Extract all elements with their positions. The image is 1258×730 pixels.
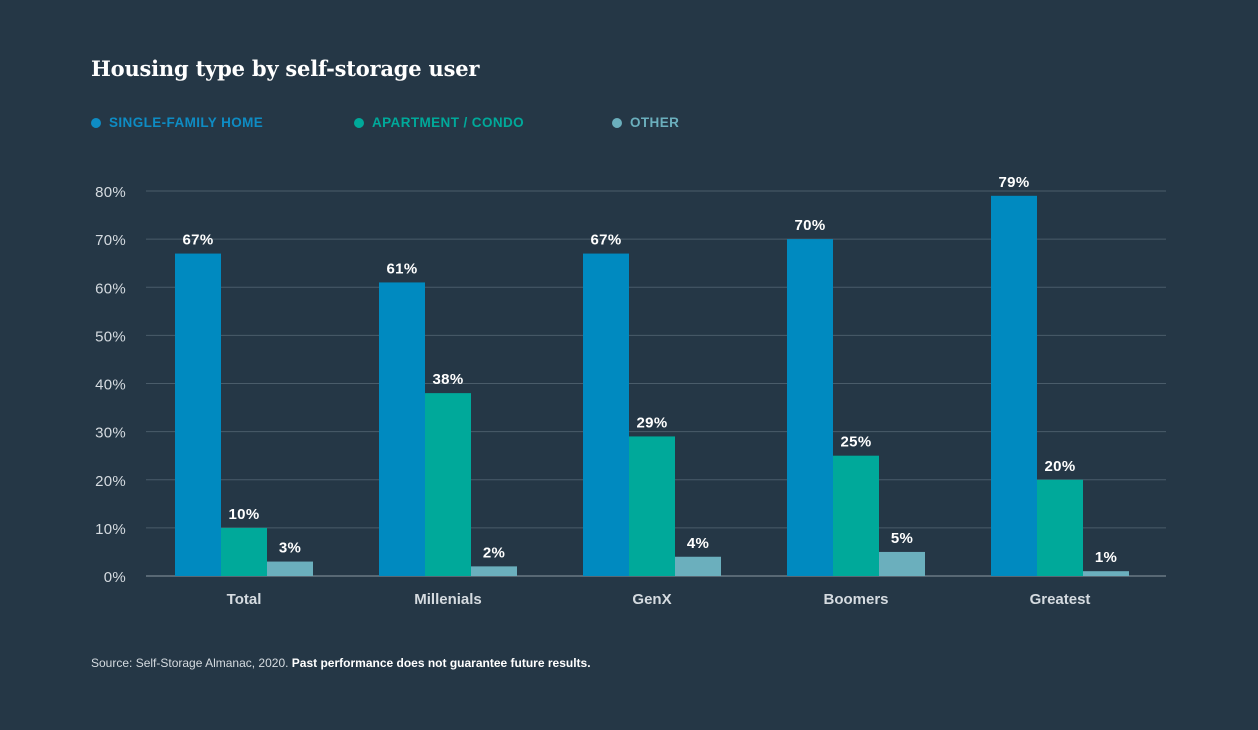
- y-tick-label: 60%: [95, 280, 126, 297]
- data-label: 20%: [1045, 458, 1076, 475]
- bar: [833, 455, 879, 576]
- x-tick-label: Total: [227, 591, 262, 608]
- bar: [221, 527, 267, 576]
- data-label: 67%: [591, 232, 622, 249]
- data-label: 79%: [999, 174, 1030, 191]
- data-label: 38%: [433, 371, 464, 388]
- bar: [583, 253, 629, 576]
- x-tick-label: Greatest: [1030, 591, 1091, 608]
- legend-swatch-other: [612, 117, 622, 128]
- legend-item-other: OTHER: [612, 115, 679, 130]
- data-label: 10%: [229, 506, 260, 523]
- y-tick-label: 70%: [95, 232, 126, 249]
- legend-label-single-family: SINGLE-FAMILY HOME: [109, 115, 264, 130]
- legend-swatch-apartment: [354, 117, 364, 128]
- y-tick-label: 10%: [95, 521, 126, 538]
- data-label: 70%: [795, 217, 826, 234]
- y-tick-label: 0%: [104, 569, 126, 586]
- source-disclaimer: Past performance does not guarantee futu…: [291, 656, 591, 670]
- data-label: 2%: [483, 544, 505, 561]
- data-label: 61%: [387, 260, 418, 277]
- bar: [1037, 479, 1083, 576]
- y-tick-label: 30%: [95, 425, 126, 442]
- bar: [1083, 571, 1129, 576]
- bar: [175, 253, 221, 576]
- x-tick-label: GenX: [632, 591, 671, 608]
- bar: [879, 551, 925, 576]
- legend-item-single-family: SINGLE-FAMILY HOME: [91, 115, 263, 130]
- legend-label-apartment: APARTMENT / CONDO: [372, 115, 525, 130]
- data-label: 5%: [891, 530, 913, 547]
- bar: [675, 556, 721, 576]
- x-tick-label: Boomers: [823, 591, 888, 608]
- bar: [425, 393, 471, 576]
- chart-title: Housing type by self-storage user: [91, 56, 480, 81]
- y-tick-label: 20%: [95, 473, 126, 490]
- data-label: 29%: [637, 414, 668, 431]
- bar: [629, 436, 675, 576]
- data-label: 3%: [279, 540, 301, 557]
- bar: [471, 566, 517, 576]
- data-label: 4%: [687, 535, 709, 552]
- y-tick-label: 80%: [95, 184, 126, 201]
- chart-legend: SINGLE-FAMILY HOME APARTMENT / CONDO OTH…: [0, 115, 1258, 135]
- bar: [787, 239, 833, 576]
- data-label: 67%: [183, 232, 214, 249]
- source-note: Source: Self-Storage Almanac, 2020. Past…: [91, 656, 591, 670]
- y-tick-label: 40%: [95, 377, 126, 394]
- data-label: 25%: [841, 434, 872, 451]
- bar: [379, 282, 425, 576]
- data-label: 1%: [1095, 549, 1117, 566]
- bar: [267, 561, 313, 576]
- y-tick-label: 50%: [95, 328, 126, 345]
- legend-swatch-single-family: [91, 117, 101, 128]
- bar: [991, 195, 1037, 576]
- legend-item-apartment: APARTMENT / CONDO: [354, 115, 524, 130]
- legend-label-other: OTHER: [630, 115, 680, 130]
- source-citation: Source: Self-Storage Almanac, 2020.: [91, 656, 289, 670]
- x-tick-label: Millenials: [414, 591, 482, 608]
